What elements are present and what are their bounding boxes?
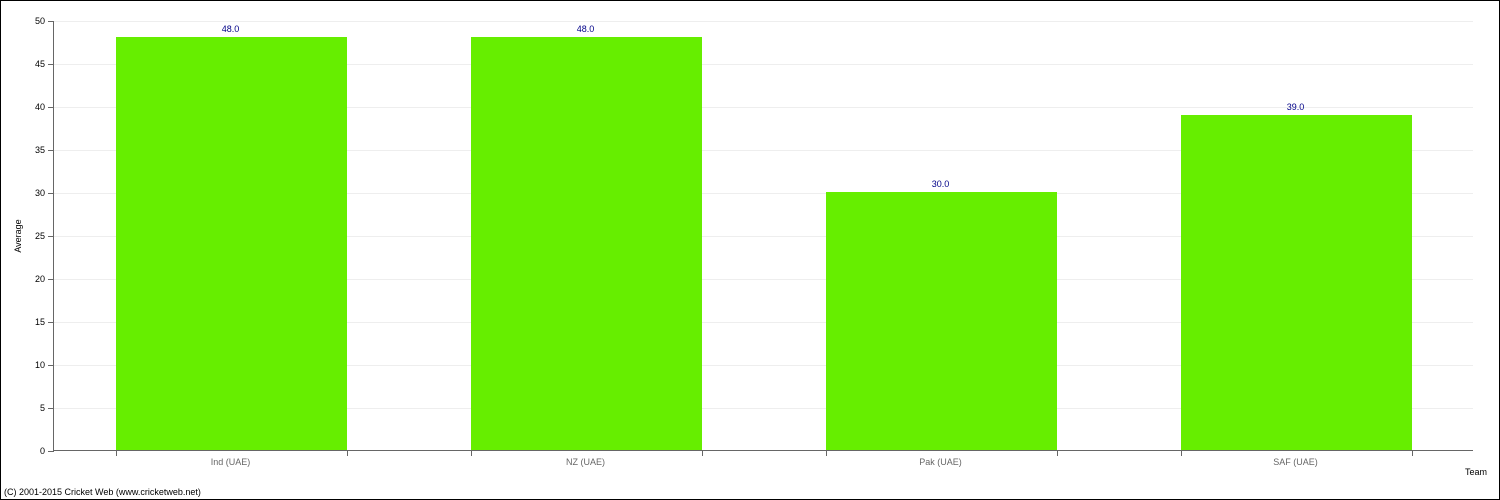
copyright-text: (C) 2001-2015 Cricket Web (www.cricketwe…	[4, 487, 201, 497]
plot-area	[53, 21, 1473, 451]
x-axis-title: Team	[1465, 467, 1487, 477]
bar-value-label: 48.0	[222, 24, 240, 34]
y-tick-label: 0	[40, 446, 45, 456]
x-tick	[1181, 450, 1182, 456]
chart-container: Average Team (C) 2001-2015 Cricket Web (…	[0, 0, 1500, 500]
y-tick-label: 10	[35, 360, 45, 370]
bar	[471, 37, 702, 450]
x-tick-label: Pak (UAE)	[919, 457, 962, 467]
y-tick-label: 20	[35, 274, 45, 284]
x-tick-label: SAF (UAE)	[1273, 457, 1318, 467]
x-tick	[116, 450, 117, 456]
y-tick	[48, 236, 54, 237]
bar-value-label: 39.0	[1287, 102, 1305, 112]
y-tick	[48, 107, 54, 108]
y-tick-label: 25	[35, 231, 45, 241]
bar	[116, 37, 347, 450]
y-tick	[48, 365, 54, 366]
y-tick	[48, 150, 54, 151]
y-tick-label: 50	[35, 16, 45, 26]
y-tick	[48, 408, 54, 409]
bar	[1181, 115, 1412, 450]
y-tick-label: 5	[40, 403, 45, 413]
y-tick	[48, 193, 54, 194]
y-tick-label: 40	[35, 102, 45, 112]
y-tick-label: 30	[35, 188, 45, 198]
y-axis-title: Average	[13, 219, 23, 252]
x-tick	[702, 450, 703, 456]
y-tick-label: 15	[35, 317, 45, 327]
bar-value-label: 30.0	[932, 179, 950, 189]
x-tick	[1412, 450, 1413, 456]
x-tick-label: Ind (UAE)	[211, 457, 251, 467]
x-tick	[471, 450, 472, 456]
y-tick-label: 35	[35, 145, 45, 155]
y-tick	[48, 64, 54, 65]
x-tick-label: NZ (UAE)	[566, 457, 605, 467]
gridline	[54, 21, 1473, 22]
y-tick	[48, 279, 54, 280]
y-tick	[48, 21, 54, 22]
x-tick	[826, 450, 827, 456]
y-tick	[48, 451, 54, 452]
bar-value-label: 48.0	[577, 24, 595, 34]
y-tick	[48, 322, 54, 323]
x-tick	[1057, 450, 1058, 456]
bar	[826, 192, 1057, 450]
y-tick-label: 45	[35, 59, 45, 69]
x-tick	[347, 450, 348, 456]
